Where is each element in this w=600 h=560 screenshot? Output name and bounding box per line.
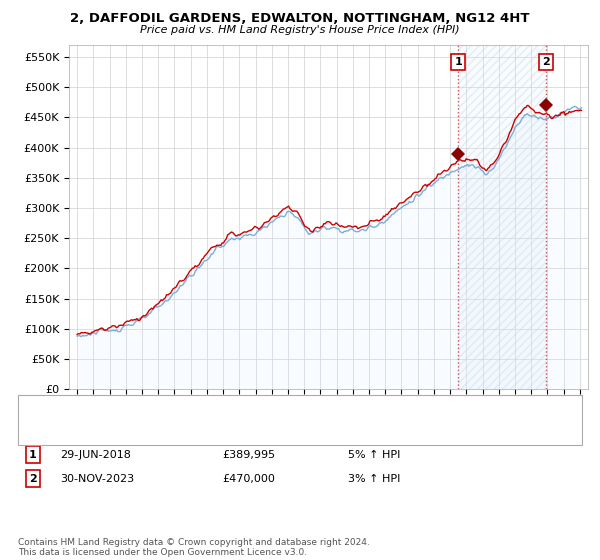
Text: 2: 2 xyxy=(29,474,37,484)
Text: 2, DAFFODIL GARDENS, EDWALTON, NOTTINGHAM, NG12 4HT (detached house): 2, DAFFODIL GARDENS, EDWALTON, NOTTINGHA… xyxy=(60,405,476,415)
Text: 1: 1 xyxy=(454,57,462,67)
Text: —: — xyxy=(30,427,46,441)
Text: Contains HM Land Registry data © Crown copyright and database right 2024.
This d: Contains HM Land Registry data © Crown c… xyxy=(18,538,370,557)
Text: £470,000: £470,000 xyxy=(222,474,275,484)
Text: 30-NOV-2023: 30-NOV-2023 xyxy=(60,474,134,484)
Text: 2, DAFFODIL GARDENS, EDWALTON, NOTTINGHAM, NG12 4HT: 2, DAFFODIL GARDENS, EDWALTON, NOTTINGHA… xyxy=(70,12,530,25)
Text: HPI: Average price, detached house, Rushcliffe: HPI: Average price, detached house, Rush… xyxy=(60,429,304,439)
Text: Price paid vs. HM Land Registry's House Price Index (HPI): Price paid vs. HM Land Registry's House … xyxy=(140,25,460,35)
Text: 3% ↑ HPI: 3% ↑ HPI xyxy=(348,474,400,484)
Bar xyxy=(458,45,546,389)
Bar xyxy=(458,45,546,389)
Bar xyxy=(458,45,546,389)
Text: 29-JUN-2018: 29-JUN-2018 xyxy=(60,450,131,460)
Text: —: — xyxy=(30,403,46,417)
Text: £389,995: £389,995 xyxy=(222,450,275,460)
Text: 1: 1 xyxy=(29,450,37,460)
Text: 2: 2 xyxy=(542,57,550,67)
Text: 5% ↑ HPI: 5% ↑ HPI xyxy=(348,450,400,460)
